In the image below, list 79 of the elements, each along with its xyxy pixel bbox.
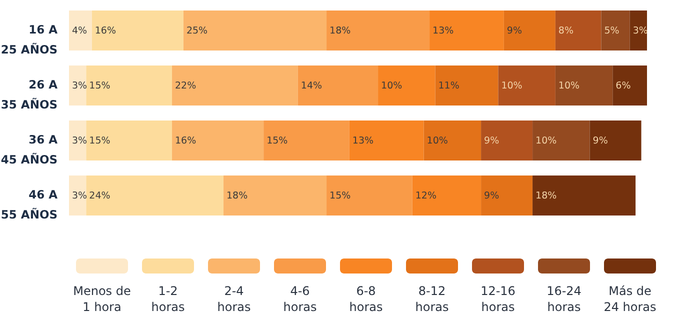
y-tick-label: 26 A 35 AÑOS xyxy=(0,77,58,112)
bar xyxy=(601,10,630,50)
bar xyxy=(69,10,92,50)
bar xyxy=(424,120,482,161)
legend-label: 8-12 horas xyxy=(415,284,449,314)
y-tick-label: 16 A 25 AÑOS xyxy=(0,22,58,56)
bar xyxy=(183,10,327,50)
data-label: 9% xyxy=(506,25,522,36)
data-label: 13% xyxy=(352,136,374,147)
bar xyxy=(612,65,647,106)
bar xyxy=(86,176,224,216)
y-tick-label: 36 A 45 AÑOS xyxy=(0,132,58,167)
bar xyxy=(298,65,378,106)
y-tick-label: 46 A 55 AÑOS xyxy=(0,188,58,222)
bar xyxy=(92,10,184,50)
legend-label: 2-4 horas xyxy=(217,284,251,314)
data-label: 9% xyxy=(592,136,608,147)
data-label: 15% xyxy=(266,136,288,147)
bar xyxy=(349,120,424,161)
bar xyxy=(435,65,498,106)
bar xyxy=(86,120,172,161)
bar xyxy=(555,65,613,106)
data-label: 24% xyxy=(89,190,110,202)
legend-label: Menos de 1 hora xyxy=(73,284,131,314)
bar xyxy=(532,176,636,216)
data-label: 18% xyxy=(330,25,351,36)
bar xyxy=(172,65,298,106)
legend-label: Más de 24 horas xyxy=(604,284,656,314)
data-label: 15% xyxy=(330,190,351,202)
data-label: 13% xyxy=(432,25,454,36)
bar xyxy=(430,10,504,50)
bar xyxy=(326,10,430,50)
data-label: 9% xyxy=(484,190,500,202)
bar xyxy=(172,120,264,161)
bar xyxy=(481,176,533,216)
bar xyxy=(504,10,556,50)
bar xyxy=(498,65,556,106)
legend-label: 4-6 horas xyxy=(283,284,317,314)
data-label: 25% xyxy=(186,25,208,36)
bar xyxy=(412,176,482,216)
data-label: 15% xyxy=(89,80,110,92)
bar xyxy=(555,10,602,50)
bar xyxy=(86,65,172,106)
bar xyxy=(224,176,327,216)
data-label: 12% xyxy=(415,190,436,202)
legend-label: 6-8 horas xyxy=(349,284,383,314)
bar xyxy=(378,65,436,106)
data-label: 22% xyxy=(175,80,196,92)
bar xyxy=(532,120,590,161)
bar xyxy=(69,120,86,161)
data-label: 6% xyxy=(616,80,631,92)
data-label: 4% xyxy=(72,25,88,36)
legend-label: 12-16 horas xyxy=(480,284,516,314)
data-label: 15% xyxy=(89,136,110,147)
bar xyxy=(264,120,350,161)
data-label: 3% xyxy=(72,136,88,147)
bar xyxy=(69,176,86,216)
data-label: 16% xyxy=(175,136,196,147)
data-label: 9% xyxy=(484,136,500,147)
data-label: 10% xyxy=(426,136,448,147)
data-label: 14% xyxy=(300,80,322,92)
data-label: 3% xyxy=(72,190,88,202)
bar xyxy=(481,120,533,161)
data-label: 10% xyxy=(536,136,557,147)
data-label: 16% xyxy=(94,25,116,36)
data-label: 5% xyxy=(604,25,620,36)
data-label: 18% xyxy=(536,190,557,202)
data-label: 11% xyxy=(438,80,460,92)
bar xyxy=(69,65,86,106)
legend-label: 1-2 horas xyxy=(151,284,185,314)
data-label: 10% xyxy=(501,80,522,92)
data-label: 3% xyxy=(72,80,88,92)
data-label: 18% xyxy=(226,190,248,202)
legend-label: 16-24 horas xyxy=(546,284,582,314)
bar xyxy=(326,176,412,216)
data-label: 8% xyxy=(558,25,574,36)
data-label: 10% xyxy=(558,80,580,92)
bar xyxy=(590,120,642,161)
data-label: 10% xyxy=(381,80,402,92)
